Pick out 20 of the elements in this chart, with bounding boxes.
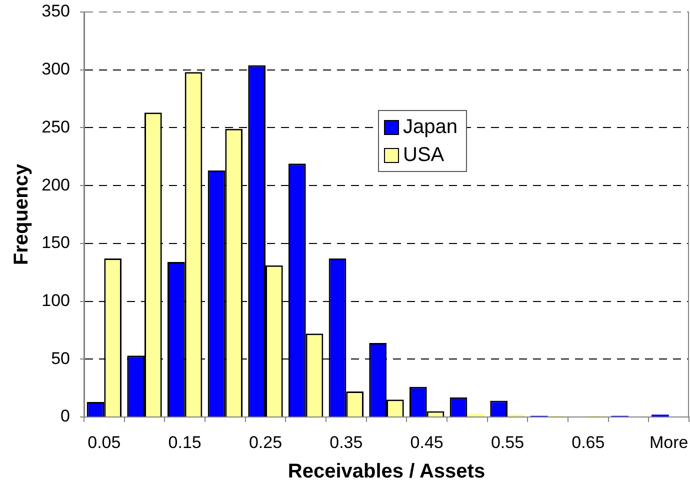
y-tick-label: 300 [42, 60, 70, 79]
y-tick-label: 250 [42, 117, 70, 136]
y-tick-label: 50 [51, 348, 70, 368]
x-tick-label: 0.25 [248, 432, 282, 452]
x-tick-label: 0.05 [88, 432, 121, 452]
x-axis-title: Receivables / Assets [288, 460, 486, 483]
x-tick-label: 0.35 [330, 432, 363, 452]
x-tick-label: 0.55 [490, 432, 524, 452]
y-tick-label: 200 [42, 175, 70, 194]
x-tick-label: 0.45 [410, 432, 444, 452]
y-tick-label: 150 [42, 233, 70, 252]
y-tick-label: 350 [42, 2, 70, 21]
x-tick-label: 0.15 [168, 432, 202, 452]
legend-label: USA [403, 143, 444, 168]
y-axis-title: Frequency [10, 163, 33, 266]
y-tick-label: 0 [60, 406, 70, 426]
y-tick-label: 100 [42, 290, 70, 310]
legend-label: Japan [403, 115, 458, 140]
x-tick-label: 0.65 [572, 432, 605, 452]
x-tick-label: More [649, 432, 688, 452]
